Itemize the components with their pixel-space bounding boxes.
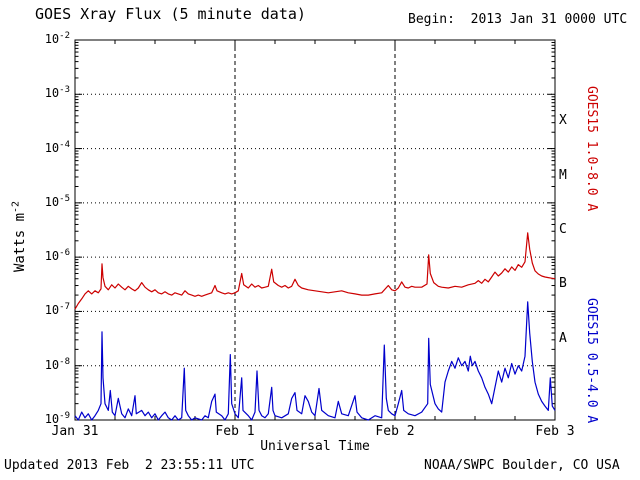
flare-class-label-a: A [559, 330, 567, 346]
y-tick-label: 10-5 [44, 193, 70, 209]
x-tick-label: Feb 3 [535, 424, 575, 439]
x-tick-label: Feb 1 [215, 424, 255, 439]
y-tick-label: 10-7 [44, 302, 70, 318]
goes-short-label: GOES15 0.5-4.0 A [584, 298, 599, 424]
y-tick-label: 10-4 [44, 139, 70, 155]
y-axis-label-base: Watts m [12, 212, 28, 272]
x-tick-label: Jan 31 [51, 424, 99, 439]
y-tick-label: 10-2 [44, 31, 70, 47]
flare-class-label-m: M [559, 167, 567, 183]
plot-frame [74, 39, 556, 421]
flare-class-label-x: X [559, 113, 567, 129]
goes-long-label: GOES15 1.0-8.0 A [584, 86, 599, 212]
source-credit: NOAA/SWPC Boulder, CO USA [424, 458, 620, 473]
series-line-1 [74, 301, 556, 421]
y-tick-label: 10-6 [44, 248, 70, 264]
x-tick-label: Feb 2 [375, 424, 415, 439]
y-axis-label: Watts m-2 [10, 200, 28, 272]
begin-time-label: Begin: 2013 Jan 31 0000 UTC [408, 12, 628, 27]
y-tick-label: 10-8 [44, 356, 70, 372]
series-line-0 [74, 232, 556, 310]
flare-class-label-b: B [559, 276, 567, 292]
updated-timestamp: Updated 2013 Feb 2 23:55:11 UTC [4, 458, 255, 473]
x-axis-label: Universal Time [260, 439, 370, 454]
chart-title: GOES Xray Flux (5 minute data) [35, 5, 306, 23]
y-axis-label-exponent: -2 [10, 200, 22, 213]
flare-class-label-c: C [559, 222, 567, 237]
y-tick-label: 10-9 [44, 411, 70, 427]
y-tick-label: 10-3 [44, 85, 70, 101]
